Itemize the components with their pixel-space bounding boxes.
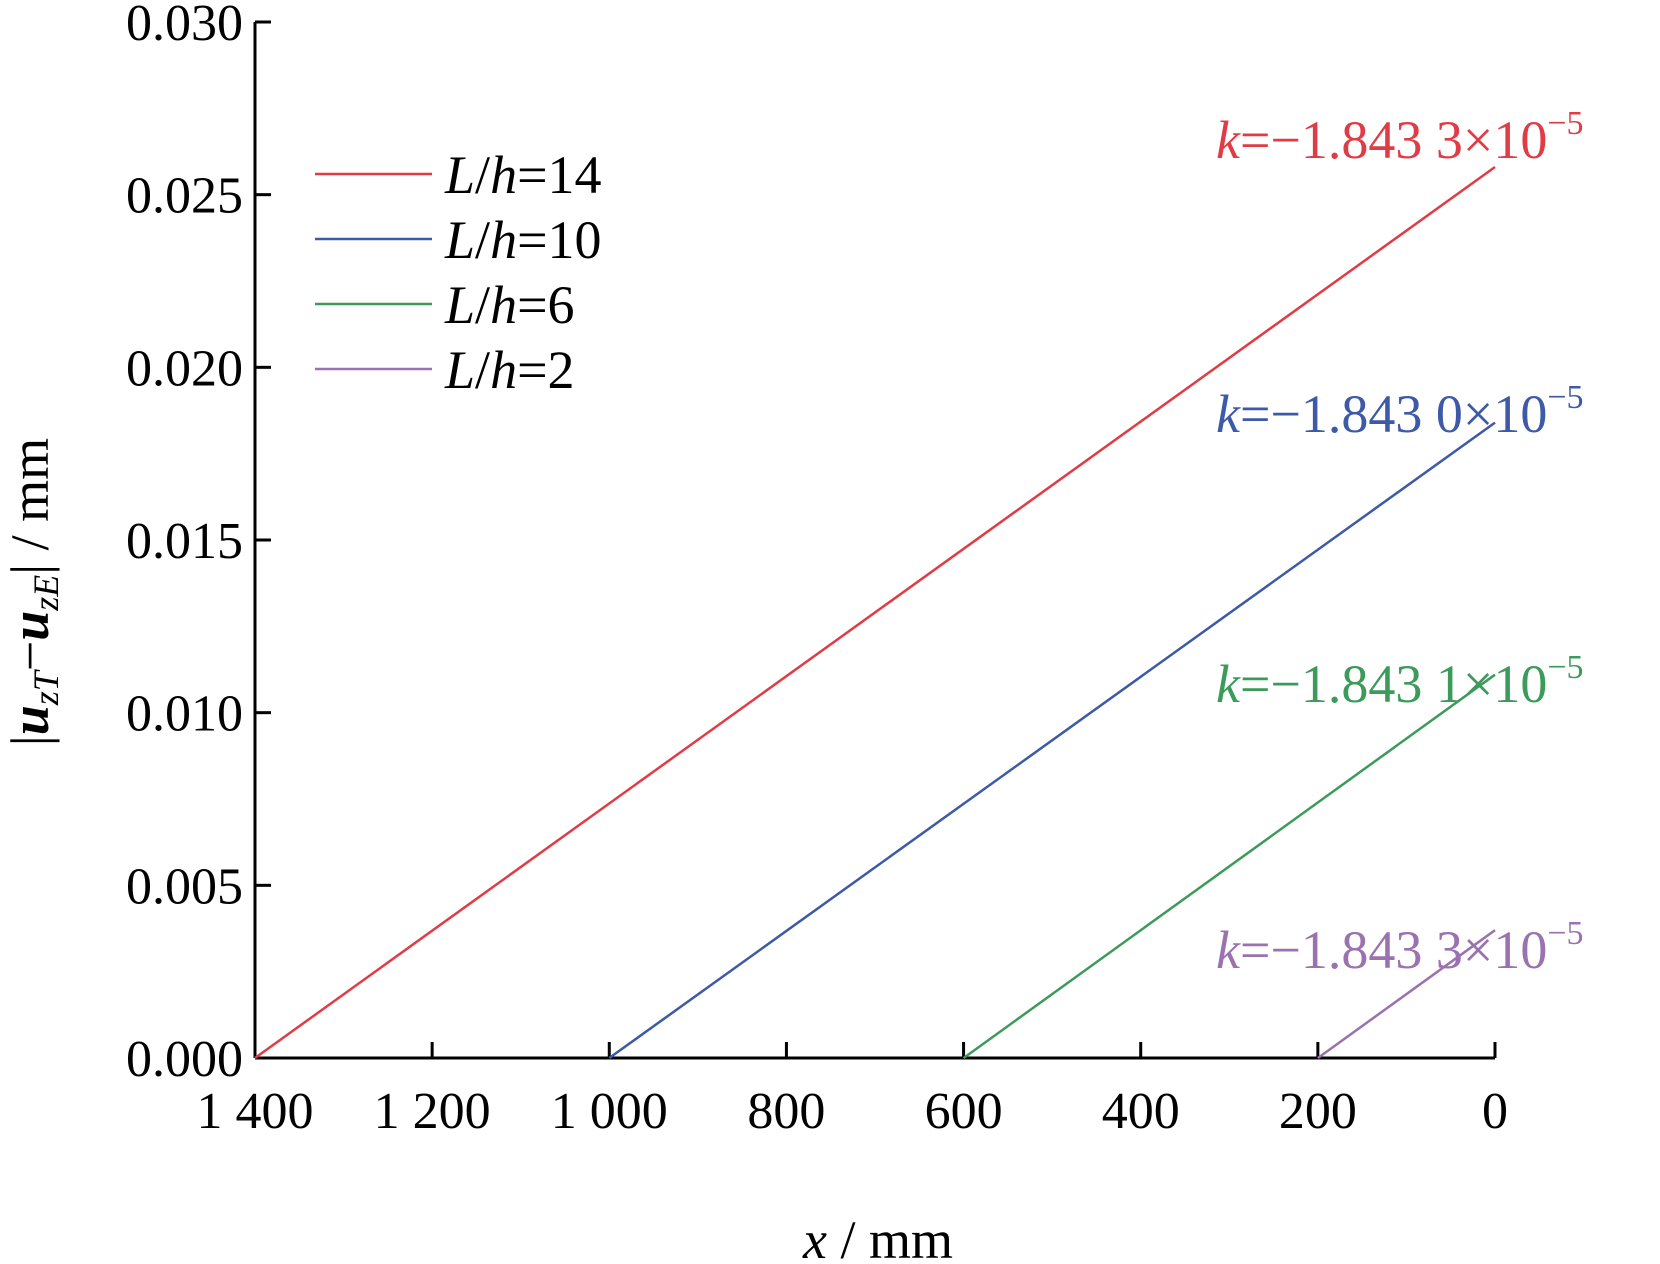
legend-value: =14 (517, 145, 601, 205)
legend-var: L (444, 210, 475, 270)
slope-annotation-exponent: −5 (1547, 649, 1583, 686)
legend-sep: / (475, 145, 490, 205)
legend-var: L (444, 275, 475, 335)
x-axis-title: x / mm (802, 1210, 953, 1264)
y-axis-title-u1: u (0, 705, 60, 735)
y-tick-label: 0.015 (126, 513, 243, 570)
slope-annotation-value: =−1.843 3×10 (1240, 110, 1547, 170)
slope-annotation-exponent: −5 (1547, 379, 1583, 416)
y-tick-label: 0.000 (126, 1031, 243, 1088)
slope-annotation-exponent: −5 (1547, 915, 1583, 952)
x-tick-label: 800 (747, 1083, 825, 1140)
legend-value: =2 (517, 340, 574, 400)
x-tick-label: 200 (1279, 1083, 1357, 1140)
legend-var2: h (490, 275, 517, 335)
y-axis-title-minus: − (0, 641, 60, 671)
series-line-4 (1317, 929, 1496, 1060)
slope-annotation-exponent: −5 (1547, 105, 1583, 142)
legend-var: L (444, 340, 475, 400)
legend-var2: h (490, 210, 517, 270)
slope-annotation-1: k=−1.843 3×10−5 (1216, 105, 1584, 170)
legend-value: =10 (517, 210, 601, 270)
slope-annotation-k: k (1216, 920, 1241, 980)
y-axis-title-sub2: zE (26, 575, 66, 612)
slope-annotation-3: k=−1.843 1×10−5 (1216, 649, 1584, 714)
series-line-2 (608, 421, 1496, 1060)
x-tick-label: 400 (1102, 1083, 1180, 1140)
series-line-1 (254, 165, 1496, 1060)
legend-var: L (444, 145, 475, 205)
annotations: k=−1.843 3×10−5k=−1.843 0×10−5k=−1.843 1… (1216, 105, 1584, 980)
y-axis-title-sub1: zT (26, 668, 66, 706)
y-axis-title-close: | (0, 564, 60, 575)
legend-sep: / (475, 275, 490, 335)
legend-label-3: L/h=6 (444, 275, 575, 335)
legend-var2: h (490, 145, 517, 205)
x-tick-label: 600 (925, 1083, 1003, 1140)
series-lines (254, 165, 1496, 1060)
slope-annotation-value: =−1.843 1×10 (1240, 654, 1547, 714)
slope-annotation-2: k=−1.843 0×10−5 (1216, 379, 1584, 444)
y-axis-title: |uzT−uzE| / mm (0, 438, 66, 746)
slope-annotation-value: =−1.843 0×10 (1240, 384, 1547, 444)
legend: L/h=14L/h=10L/h=6L/h=2 (315, 145, 602, 400)
slope-annotation-4: k=−1.843 3×10−5 (1216, 915, 1584, 980)
x-tick-label: 1 000 (551, 1083, 668, 1140)
y-tick-label: 0.010 (126, 686, 243, 743)
legend-value: =6 (517, 275, 574, 335)
y-axis-title-u2: u (0, 611, 60, 641)
axes: 0.000 0.005 0.010 0.015 0.020 0.025 0.030 1 400… (126, 0, 1508, 1140)
slope-annotation-value: =−1.843 3×10 (1240, 920, 1547, 980)
y-axis-title-unit: / mm (0, 438, 60, 564)
legend-label-4: L/h=2 (444, 340, 575, 400)
legend-var2: h (490, 340, 517, 400)
legend-sep: / (475, 340, 490, 400)
y-tick-label: 0.025 (126, 168, 243, 225)
y-tick-label: 0.005 (126, 858, 243, 915)
slope-annotation-k: k (1216, 384, 1241, 444)
legend-label-2: L/h=10 (444, 210, 602, 270)
legend-sep: / (475, 210, 490, 270)
x-tick-label: 1 400 (197, 1083, 314, 1140)
legend-label-1: L/h=14 (444, 145, 602, 205)
slope-annotation-k: k (1216, 654, 1241, 714)
x-axis-title-unit: / mm (827, 1210, 953, 1264)
x-axis-title-var: x (802, 1210, 827, 1264)
slope-annotation-k: k (1216, 110, 1241, 170)
y-tick-label: 0.020 (126, 340, 243, 397)
y-tick-label: 0.030 (126, 0, 243, 52)
x-tick-label: 1 200 (374, 1083, 491, 1140)
y-axis-title-open: | (0, 735, 60, 746)
x-tick-label: 0 (1482, 1083, 1508, 1140)
series-line-3 (962, 673, 1496, 1060)
